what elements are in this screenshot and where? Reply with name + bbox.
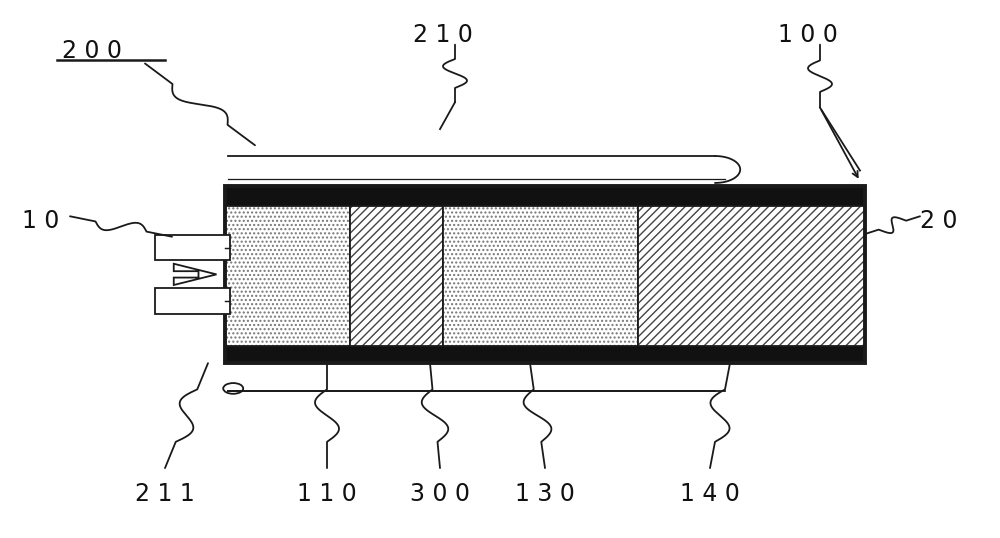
Text: 2 1 0: 2 1 0 (413, 23, 473, 47)
Circle shape (223, 383, 243, 394)
Bar (638, 206, 865, 346)
Bar (155, 235, 230, 260)
Bar (225, 206, 350, 346)
Bar (350, 206, 443, 346)
Text: 1 4 0: 1 4 0 (680, 482, 740, 506)
Bar (443, 206, 638, 346)
Text: 2 0 0: 2 0 0 (62, 39, 122, 63)
Bar (225, 186, 865, 206)
Bar (225, 346, 865, 363)
Bar (225, 206, 350, 346)
Bar (225, 186, 865, 363)
Text: 3 0 0: 3 0 0 (410, 482, 470, 506)
Bar (638, 206, 865, 346)
Text: 1 3 0: 1 3 0 (515, 482, 575, 506)
Text: 1 0: 1 0 (22, 209, 59, 232)
Polygon shape (174, 264, 216, 285)
Text: 2 1 1: 2 1 1 (135, 482, 195, 506)
Bar (155, 288, 230, 314)
Bar (443, 206, 638, 346)
Bar (350, 206, 443, 346)
Text: 2 0: 2 0 (920, 209, 958, 232)
Text: 1 1 0: 1 1 0 (297, 482, 357, 506)
Text: 1 0 0: 1 0 0 (778, 23, 838, 47)
